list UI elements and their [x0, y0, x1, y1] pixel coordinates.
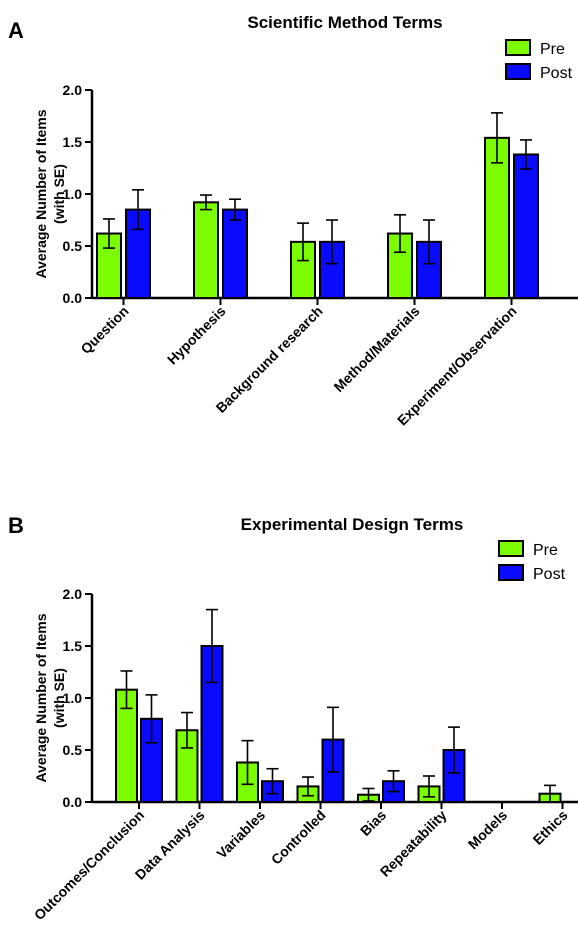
legend-swatch-post: [498, 564, 524, 581]
legend-label-pre: Pre: [540, 41, 565, 58]
x-category-label: Ethics: [530, 807, 571, 848]
x-category-label: Question: [77, 303, 131, 357]
y-axis-label-sub: (with SE): [51, 668, 67, 728]
y-tick-label: 0.5: [63, 742, 83, 758]
x-category-label: Controlled: [268, 807, 329, 868]
y-axis-label: Average Number of Items: [33, 109, 49, 278]
chart-title: Scientific Method Terms: [247, 13, 442, 32]
y-tick-label: 0.5: [63, 238, 83, 254]
y-tick-label: 1.0: [63, 690, 83, 706]
x-category-label: Hypothesis: [164, 303, 229, 368]
y-tick-label: 1.0: [63, 186, 83, 202]
x-category-label: Models: [465, 807, 511, 853]
y-tick-label: 0.0: [63, 290, 83, 306]
chart-panel-B: B Experimental Design Terms Pre Post Average…: [8, 513, 578, 923]
y-axis-label: Average Number of Items: [33, 613, 49, 782]
bar-post: [222, 208, 248, 300]
x-category-label: Variables: [213, 807, 268, 862]
legend-swatch-pre: [498, 540, 524, 557]
chart-title: Experimental Design Terms: [241, 515, 464, 534]
x-category-label: Bias: [357, 807, 389, 839]
legend-label-post: Post: [540, 65, 573, 82]
bar-pre: [484, 136, 510, 299]
x-category-label: Method/Materials: [330, 303, 422, 395]
legend-label-pre: Pre: [533, 542, 558, 559]
legend-swatch-pre: [505, 39, 531, 56]
panel-letter: A: [8, 18, 24, 43]
y-tick-label: 0.0: [63, 794, 83, 810]
y-tick-label: 1.5: [63, 638, 83, 654]
panel-letter: B: [8, 513, 24, 538]
legend: Pre Post: [505, 39, 573, 82]
legend-label-post: Post: [533, 566, 566, 583]
y-tick-label: 2.0: [63, 82, 83, 98]
legend: Pre Post: [498, 540, 566, 583]
bar-pre: [193, 201, 219, 300]
x-category-label: Background research: [213, 303, 326, 416]
x-category-label: Outcomes/Conclusion: [31, 807, 147, 923]
y-axis-label-sub: (with SE): [51, 164, 67, 224]
y-tick-label: 2.0: [63, 586, 83, 602]
legend-swatch-post: [505, 63, 531, 80]
y-tick-label: 1.5: [63, 134, 83, 150]
bar-post: [513, 153, 539, 299]
chart-panel-A: A Scientific Method Terms Pre Post Average N…: [8, 13, 578, 429]
